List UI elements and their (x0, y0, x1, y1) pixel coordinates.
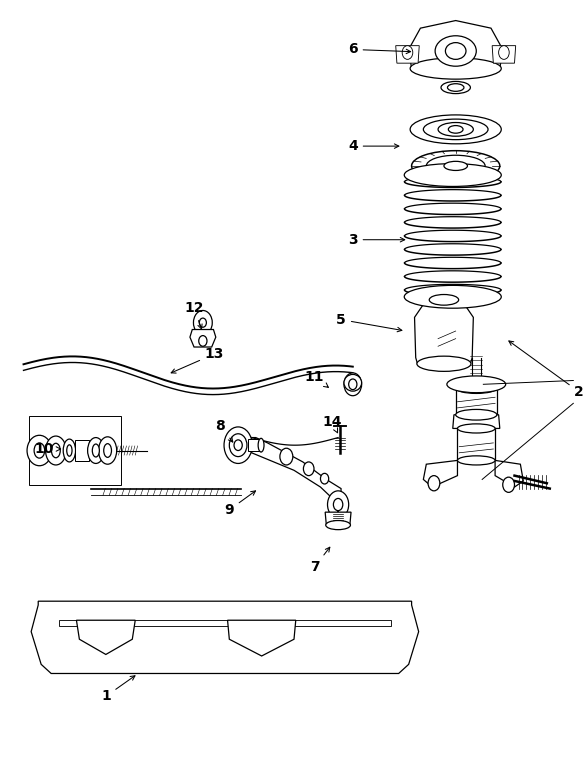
Circle shape (428, 476, 440, 491)
Polygon shape (423, 460, 457, 487)
Ellipse shape (446, 43, 466, 59)
Ellipse shape (27, 435, 52, 466)
Polygon shape (453, 415, 500, 428)
Circle shape (224, 427, 252, 463)
Ellipse shape (99, 437, 116, 464)
Text: 5: 5 (336, 313, 402, 332)
Bar (29, 416, 121, 485)
Circle shape (303, 462, 314, 476)
Ellipse shape (456, 409, 497, 420)
Text: 14: 14 (322, 416, 342, 433)
Ellipse shape (457, 424, 495, 433)
Ellipse shape (46, 436, 66, 465)
Ellipse shape (66, 444, 72, 456)
Circle shape (402, 46, 413, 59)
Polygon shape (415, 298, 473, 364)
Bar (457, 428, 495, 460)
Text: 2: 2 (509, 341, 584, 399)
Ellipse shape (448, 126, 463, 133)
Text: 13: 13 (171, 347, 224, 373)
Ellipse shape (410, 58, 501, 79)
Ellipse shape (426, 155, 485, 177)
Circle shape (234, 440, 242, 451)
Polygon shape (76, 620, 135, 654)
Polygon shape (31, 601, 419, 673)
Polygon shape (59, 620, 391, 626)
Text: 10: 10 (35, 442, 61, 456)
Text: 9: 9 (225, 491, 256, 517)
Ellipse shape (88, 438, 104, 463)
Circle shape (280, 448, 293, 465)
Circle shape (328, 491, 349, 518)
Ellipse shape (412, 151, 500, 181)
Polygon shape (396, 46, 419, 63)
Polygon shape (190, 330, 216, 347)
Ellipse shape (429, 295, 459, 305)
Ellipse shape (405, 164, 501, 186)
Ellipse shape (447, 376, 506, 393)
Bar (75, 440, 89, 461)
Ellipse shape (417, 356, 471, 371)
Polygon shape (252, 438, 341, 504)
Text: 1: 1 (101, 676, 135, 703)
Polygon shape (325, 512, 351, 525)
Ellipse shape (52, 443, 60, 457)
Text: 8: 8 (216, 419, 233, 442)
Ellipse shape (423, 119, 488, 140)
Text: 6: 6 (348, 43, 410, 56)
Circle shape (333, 498, 343, 511)
Bar (456, 388, 497, 415)
Polygon shape (228, 620, 296, 656)
Ellipse shape (457, 456, 495, 465)
Circle shape (344, 373, 362, 396)
Ellipse shape (344, 374, 362, 391)
Ellipse shape (456, 383, 497, 393)
Circle shape (199, 318, 206, 327)
Polygon shape (492, 46, 516, 63)
Ellipse shape (444, 161, 467, 170)
Text: 12: 12 (184, 301, 204, 329)
Circle shape (193, 310, 212, 335)
Ellipse shape (435, 36, 476, 66)
Ellipse shape (103, 444, 112, 457)
Polygon shape (495, 460, 523, 487)
Ellipse shape (410, 115, 501, 144)
Text: 7: 7 (310, 547, 330, 574)
Text: 4: 4 (348, 139, 399, 153)
Ellipse shape (258, 438, 264, 452)
Circle shape (320, 473, 329, 484)
Polygon shape (409, 21, 503, 68)
Circle shape (499, 46, 509, 59)
Text: 11: 11 (305, 370, 328, 387)
Ellipse shape (447, 84, 464, 91)
Ellipse shape (441, 81, 470, 94)
Ellipse shape (405, 285, 501, 308)
Ellipse shape (34, 443, 45, 458)
Ellipse shape (64, 439, 75, 462)
Ellipse shape (326, 521, 350, 530)
Circle shape (199, 336, 207, 346)
Circle shape (503, 477, 514, 492)
Circle shape (349, 379, 357, 390)
Ellipse shape (92, 444, 99, 457)
Ellipse shape (438, 123, 473, 136)
Text: 3: 3 (348, 233, 405, 247)
Circle shape (229, 434, 247, 457)
Bar (248, 439, 261, 451)
